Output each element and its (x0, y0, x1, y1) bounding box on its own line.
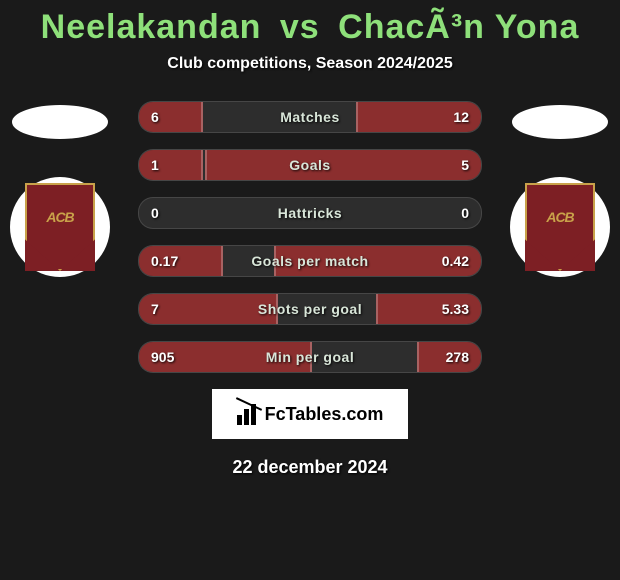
source-text: FcTables.com (265, 404, 384, 425)
subtitle: Club competitions, Season 2024/2025 (0, 55, 620, 73)
stat-label: Goals per match (139, 246, 481, 276)
stat-label: Matches (139, 102, 481, 132)
stat-bars: 612Matches 15Goals 00Hattricks 0.170.42Goal… (138, 101, 482, 373)
player2-name: ChacÃ³n Yona (338, 8, 579, 46)
stat-label: Hattricks (139, 198, 481, 228)
stat-label: Shots per goal (139, 294, 481, 324)
stat-row: 905278Min per goal (138, 341, 482, 373)
stat-row: 0.170.42Goals per match (138, 245, 482, 277)
stat-row: 15Goals (138, 149, 482, 181)
stat-row: 612Matches (138, 101, 482, 133)
player2-flag (512, 105, 608, 139)
player2-club-badge: ACB (510, 177, 610, 277)
player1-flag (12, 105, 108, 139)
stat-label: Goals (139, 150, 481, 180)
right-column: ACB (500, 101, 620, 277)
left-column: ACB (0, 101, 120, 277)
player1-club-badge: ACB (10, 177, 110, 277)
content-area: ACB ACB 612Matches 15Goals 00Hattricks 0.17… (0, 101, 620, 373)
stat-label: Min per goal (139, 342, 481, 372)
club-badge-text: ACB (25, 209, 95, 225)
club-badge-text: ACB (525, 209, 595, 225)
stat-row: 75.33Shots per goal (138, 293, 482, 325)
source-badge[interactable]: FcTables.com (212, 389, 408, 439)
chart-icon (237, 403, 259, 425)
date-text: 22 december 2024 (0, 457, 620, 478)
vs-text: vs (280, 8, 320, 46)
player1-name: Neelakandan (41, 8, 262, 46)
comparison-card: Neelakandan vs ChacÃ³n Yona Club competi… (0, 0, 620, 580)
page-title: Neelakandan vs ChacÃ³n Yona (0, 0, 620, 47)
stat-row: 00Hattricks (138, 197, 482, 229)
